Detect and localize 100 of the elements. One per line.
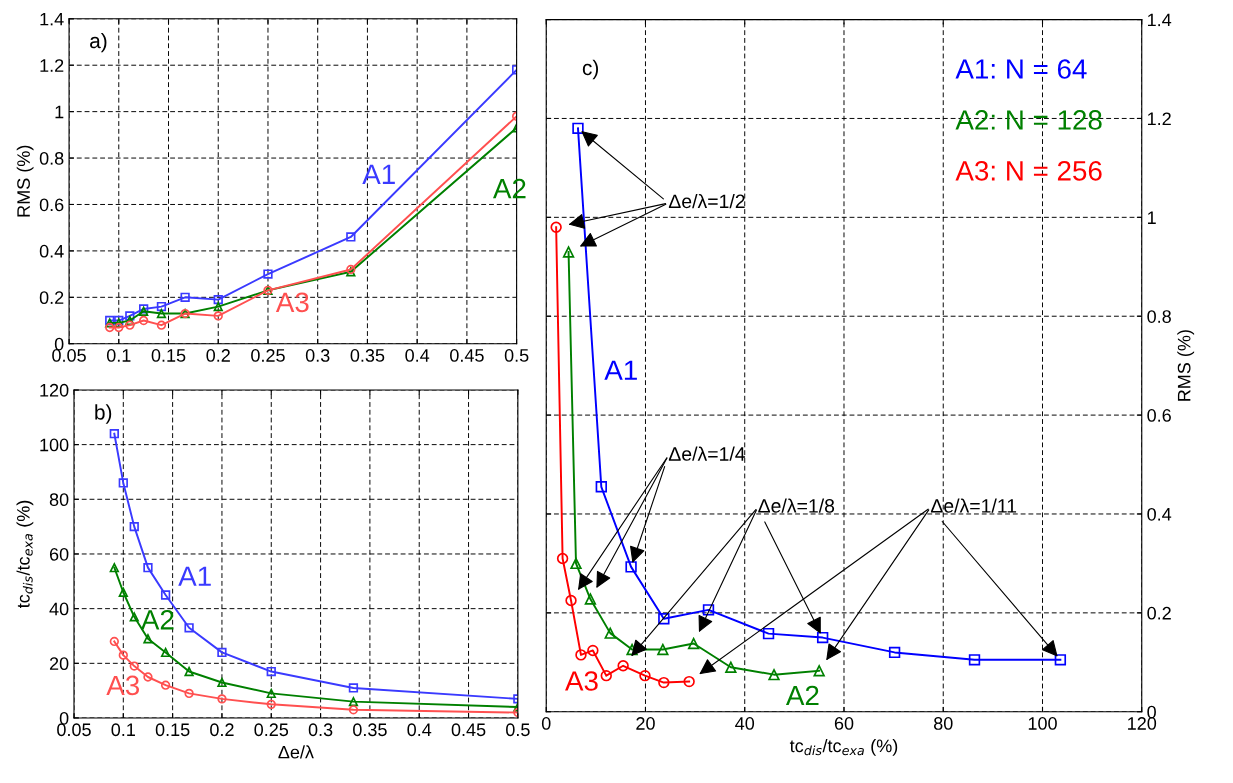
x-tick-label: 0.4 xyxy=(407,723,432,737)
x-tick-label: 80 xyxy=(933,717,953,730)
x-tick-label: 0.15 xyxy=(155,723,190,737)
point xyxy=(813,665,825,677)
point xyxy=(968,654,981,666)
annotation: a) xyxy=(90,32,107,53)
point xyxy=(600,669,612,682)
annotation: A1 xyxy=(604,360,637,380)
x-tick-label: 0.25 xyxy=(254,723,289,737)
annotation: b) xyxy=(95,404,112,424)
y-tick-label: 40 xyxy=(49,602,69,616)
y-tick-label: 120 xyxy=(40,383,69,397)
x-axis-title: tc$_{dis}$/tc$_{exa}$ (%) xyxy=(789,738,898,756)
y-tick-label: 60 xyxy=(49,547,69,561)
y-tick-label: 0.8 xyxy=(1147,310,1171,323)
point xyxy=(575,649,587,661)
y-tick-label: 0.8 xyxy=(39,151,64,165)
point xyxy=(266,699,276,709)
point xyxy=(109,636,119,647)
y-tick-label: 1.2 xyxy=(40,59,64,72)
x-tick-label: 60 xyxy=(834,717,854,730)
x-tick-label: 0.3 xyxy=(305,349,330,362)
point xyxy=(129,612,139,622)
y-tick-label: 80 xyxy=(49,493,69,507)
x-tick-label: 0.05 xyxy=(52,349,86,362)
point xyxy=(160,590,171,600)
point xyxy=(702,604,715,616)
x-tick-label: 0.1 xyxy=(106,349,131,362)
text: A1: N = 64 xyxy=(955,59,1087,79)
x-tick-label: 20 xyxy=(636,717,655,730)
point xyxy=(138,315,149,326)
annotation: A1 xyxy=(178,566,211,586)
point xyxy=(125,311,135,321)
annotation: A3 xyxy=(565,671,598,691)
x-tick-label: 0.35 xyxy=(353,723,387,737)
annotation: Δe/λ=1/2 xyxy=(668,193,745,209)
point xyxy=(762,627,775,640)
point xyxy=(213,311,223,321)
y-tick-label: 0 xyxy=(54,337,64,351)
point xyxy=(114,322,124,333)
x-tick-label: 0.35 xyxy=(350,349,385,362)
y-tick-label: 0.4 xyxy=(39,244,64,258)
x-tick-label: 0.45 xyxy=(450,349,484,362)
point xyxy=(217,677,227,688)
x-tick-label: 0.3 xyxy=(308,723,333,737)
text: A3: N = 256 xyxy=(955,160,1102,181)
annotation: A3 xyxy=(275,292,309,313)
point xyxy=(105,322,115,333)
y-axis-title: tc$_{dis}$/tc$_{exa}$ (%) xyxy=(16,500,34,609)
point xyxy=(109,562,119,573)
point xyxy=(683,675,695,688)
point xyxy=(556,552,569,565)
point xyxy=(129,521,139,532)
y-axis-title: RMS (%) xyxy=(16,145,34,217)
point xyxy=(213,294,223,305)
point xyxy=(587,644,599,657)
y-tick-label: 20 xyxy=(49,657,69,671)
point xyxy=(160,647,171,658)
point xyxy=(125,320,135,330)
point xyxy=(888,646,901,659)
y-tick-label: 0.2 xyxy=(1147,606,1171,620)
point xyxy=(143,672,153,682)
point xyxy=(348,696,359,707)
annotation: c) xyxy=(582,59,599,80)
x-tick-label: 40 xyxy=(735,717,755,730)
point xyxy=(184,666,194,677)
x-axis-title: Δe/λ xyxy=(278,745,314,759)
point xyxy=(156,301,167,312)
x-tick-label: 0.5 xyxy=(506,723,530,737)
point xyxy=(570,557,582,570)
point xyxy=(118,587,128,597)
point xyxy=(626,643,638,656)
y-tick-label: 0.2 xyxy=(39,291,64,305)
point xyxy=(816,631,829,644)
point xyxy=(266,688,276,699)
point xyxy=(550,221,562,233)
point xyxy=(118,650,128,660)
annotation: A1 xyxy=(362,164,395,184)
y-tick-label: 0 xyxy=(1147,705,1156,719)
point xyxy=(595,481,608,493)
annotation: A2 xyxy=(140,610,174,630)
point xyxy=(213,301,223,312)
point xyxy=(263,269,273,279)
point xyxy=(584,593,597,605)
point xyxy=(217,647,227,658)
y-axis-title: RMS (%) xyxy=(1177,330,1195,401)
annotation: Δe/λ=1/11 xyxy=(930,498,1017,513)
y-tick-label: 1.4 xyxy=(1148,13,1172,27)
x-tick-label: 0.4 xyxy=(405,349,430,362)
point xyxy=(143,634,153,644)
point xyxy=(565,594,577,607)
point xyxy=(180,292,190,302)
point xyxy=(184,623,194,633)
x-tick-label: 0.5 xyxy=(504,349,529,362)
point xyxy=(184,688,194,699)
point xyxy=(156,308,167,319)
x-tick-label: 0.15 xyxy=(151,349,186,362)
point xyxy=(687,637,700,650)
point xyxy=(1054,654,1067,666)
x-tick-label: 0.1 xyxy=(111,723,135,737)
